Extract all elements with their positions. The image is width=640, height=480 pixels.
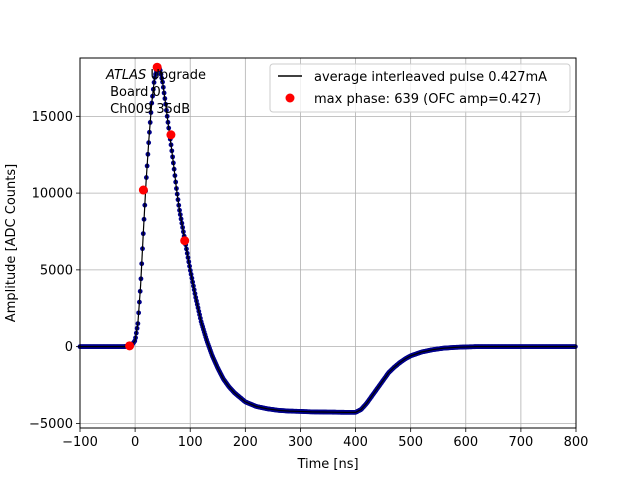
atlas-annotation: ATLAS Upgrade Board 0 Ch009 35dB: [105, 68, 206, 117]
pulse-line: [80, 66, 576, 413]
y-axis: −5000 0 5000 10000 15000: [29, 110, 80, 432]
annotation-line-3: Ch009 35dB: [106, 102, 190, 117]
max-phase-point: [152, 62, 162, 72]
y-tick-label: 10000: [32, 187, 73, 202]
y-tick-label: 15000: [32, 110, 73, 125]
y-tick-label: −5000: [29, 417, 73, 432]
x-tick-label: 100: [178, 435, 203, 450]
x-tick-label: 600: [453, 435, 478, 450]
max-phase-point: [180, 236, 190, 246]
annotation-line-2: Board 0: [106, 85, 161, 100]
max-phase-point: [125, 341, 135, 351]
max-phase-point: [138, 185, 148, 195]
max-phase-point: [166, 130, 176, 140]
annotation-line-1: ATLAS Upgrade: [105, 68, 206, 83]
max-phase-points: [125, 62, 190, 351]
plot-frame: [79, 57, 577, 429]
y-tick-label: 0: [65, 340, 73, 355]
x-tick-label: 200: [233, 435, 258, 450]
legend-entry-max-phase: max phase: 639 (OFC amp=0.427): [314, 92, 541, 107]
legend: average interleaved pulse 0.427mA max ph…: [269, 63, 571, 113]
x-tick-label: 300: [288, 435, 313, 450]
x-tick-label: 500: [398, 435, 423, 450]
annotation-upgrade: Upgrade: [146, 68, 206, 83]
x-tick-label: −100: [62, 435, 98, 450]
x-axis: −100 0 100 200 300 400 500 600 700 800: [62, 428, 588, 450]
x-tick-label: 0: [131, 435, 139, 450]
legend-marker-swatch: [285, 93, 295, 103]
y-axis-label: Amplitude [ADC Counts]: [4, 164, 19, 322]
plot-area: [80, 58, 576, 428]
grid: [79, 58, 577, 428]
series-layer: [77, 62, 578, 415]
y-tick-label: 5000: [40, 263, 73, 278]
legend-box: [269, 63, 571, 113]
annotation-atlas: ATLAS: [105, 68, 146, 83]
x-tick-label: 800: [564, 435, 589, 450]
legend-entry-pulse: average interleaved pulse 0.427mA: [314, 70, 547, 85]
x-tick-label: 700: [508, 435, 533, 450]
x-tick-label: 400: [343, 435, 368, 450]
x-axis-label: Time [ns]: [296, 457, 358, 472]
